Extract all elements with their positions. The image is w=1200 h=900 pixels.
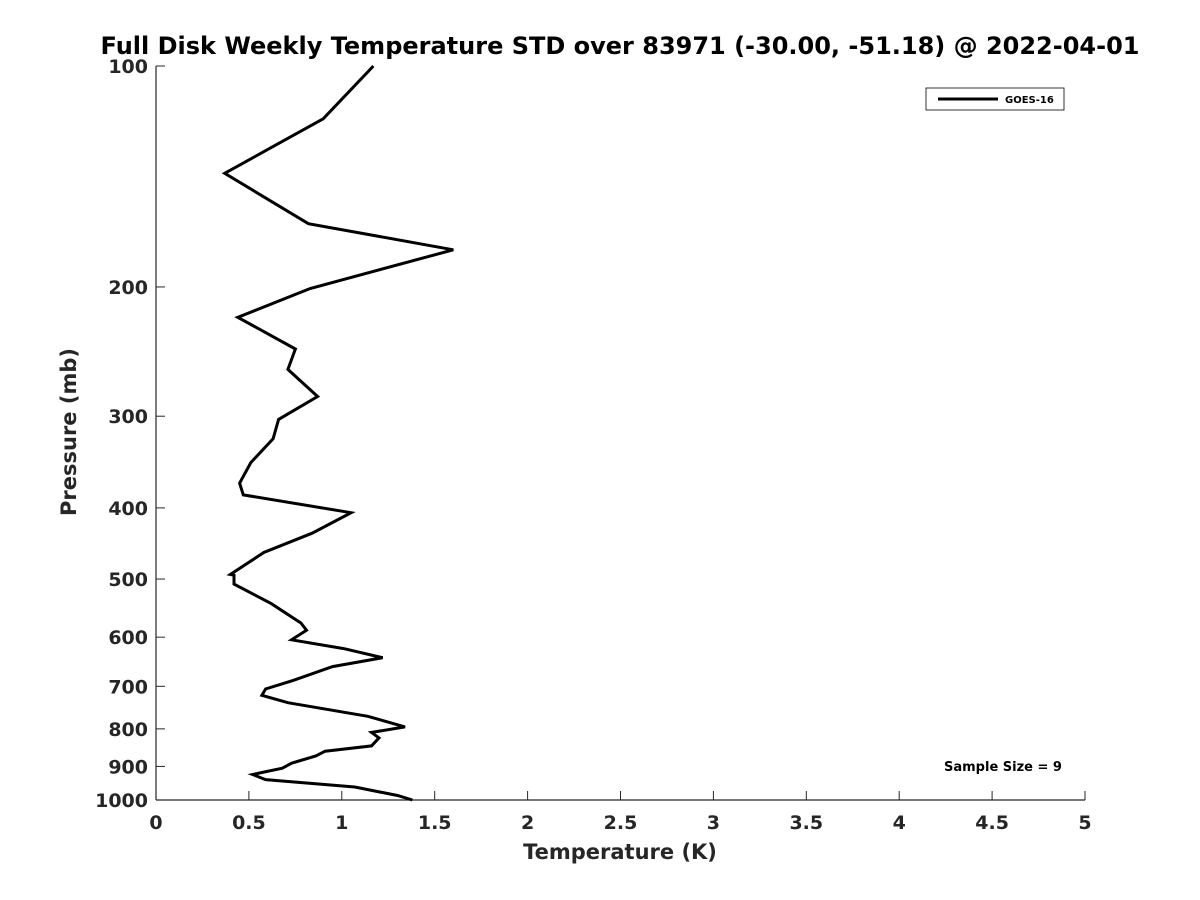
y-axis: 100 200 300 400 500 600 700 800 900 1000	[95, 56, 165, 812]
x-tick-label: 4.5	[975, 812, 1009, 834]
x-tick-label: 5	[1078, 812, 1091, 834]
sample-size-annotation: Sample Size = 9	[944, 760, 1062, 775]
y-tick-label: 600	[108, 627, 148, 649]
x-tick-label: 0	[149, 812, 162, 834]
y-tick-label: 700	[108, 676, 148, 698]
x-tick-label: 1.5	[418, 812, 452, 834]
series-group	[221, 64, 454, 802]
x-tick-label: 3	[707, 812, 720, 834]
x-tick-label: 1	[335, 812, 348, 834]
x-tick-label: 2	[521, 812, 534, 834]
y-tick-label: 100	[108, 56, 148, 78]
chart-title: Full Disk Weekly Temperature STD over 83…	[101, 32, 1140, 60]
x-tick-label: 0.5	[232, 812, 266, 834]
y-tick-label: 500	[108, 569, 148, 591]
y-tick-label: 1000	[95, 790, 148, 812]
y-tick-label: 900	[108, 756, 148, 778]
y-axis-label: Pressure (mb)	[57, 348, 81, 516]
legend-label-goes-16: GOES-16	[1005, 95, 1054, 106]
x-tick-label: 3.5	[789, 812, 823, 834]
legend: GOES-16	[925, 87, 1065, 111]
x-axis-label: Temperature (K)	[523, 840, 717, 864]
x-tick-label: 2.5	[604, 812, 638, 834]
y-tick-label: 400	[108, 498, 148, 520]
series-line-goes-16	[221, 64, 454, 802]
y-tick-label: 300	[108, 406, 148, 428]
y-tick-label: 800	[108, 719, 148, 741]
x-tick-label: 4	[893, 812, 906, 834]
plot-area	[155, 66, 1085, 801]
x-axis: 0 0.5 1 1.5 2 2.5 3 3.5 4 4.5 5	[149, 791, 1092, 834]
y-tick-label: 200	[108, 277, 148, 299]
